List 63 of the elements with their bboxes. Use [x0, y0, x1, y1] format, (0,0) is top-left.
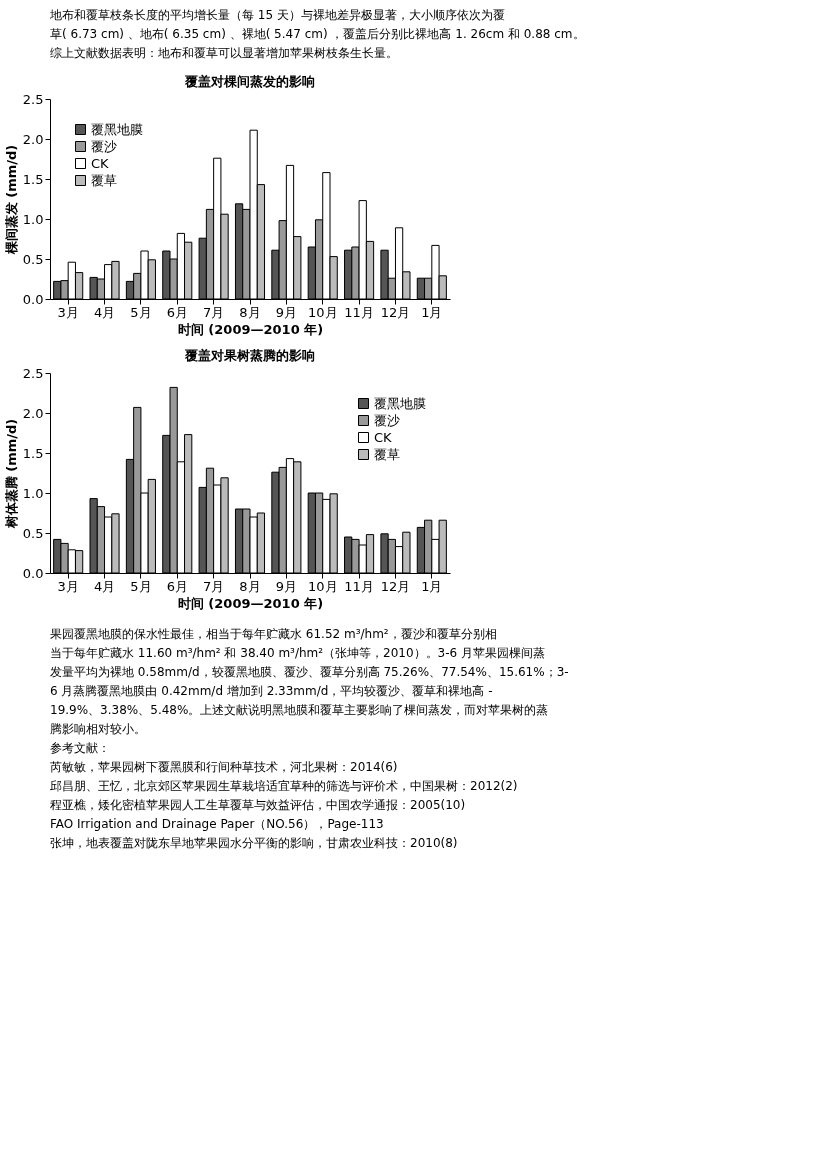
text: 综上文献数据表明：地布和覆草可以显著增加苹果树枝条生长量。: [50, 45, 398, 60]
chart-title: 覆盖对果树蒸腾的影响: [184, 348, 315, 363]
chart-title: 覆盖对棵间蒸发的影响: [184, 74, 315, 89]
y-tick-label: 2.5: [22, 365, 44, 381]
y-tick-label: 1.0: [22, 485, 44, 501]
y-tick-label: 2.0: [22, 405, 44, 421]
text: 程亚樵，矮化密植苹果园人工生草覆草与效益评估，中国农学通报：2005(10): [50, 797, 466, 812]
x-tick-label: 6月: [166, 578, 188, 594]
y-axis-title: 棵间蒸发 (mm/d): [3, 144, 19, 256]
text: 6 月蒸腾覆黑地膜由 0.42mm/d 增加到 2.33mm/d，平均较覆沙、覆草和裸地高 -: [50, 683, 493, 698]
text: 地布和覆草枝条长度的平均增长量（每 15 天）与裸地差异极显著，大小顺序依次为覆: [49, 7, 505, 22]
x-tick-label: 5月: [130, 304, 152, 320]
x-tick-label: 10月: [307, 578, 338, 594]
y-tick-label: 2.5: [22, 91, 44, 107]
text: 19.9%、3.38%、5.48%。上述文献说明黑地膜和覆草主要影响了棵间蒸发，而对苹果树的蒸: [50, 702, 549, 717]
x-tick-label: 4月: [93, 578, 116, 594]
x-axis-title: 时间 (2009—2010 年): [177, 321, 324, 337]
y-tick-label: 0.0: [22, 291, 44, 307]
y-tick-label: 0.5: [22, 251, 44, 267]
y-tick-label: 1.5: [22, 445, 44, 461]
text: FAO Irrigation and Drainage Paper（NO.56），Page-113: [50, 816, 384, 831]
x-tick-label: 9月: [275, 304, 297, 320]
x-tick-label: 8月: [239, 578, 261, 594]
text: 果园覆黑地膜的保水性最佳，相当于每年贮藏水 61.52 m³/hm²，覆沙和覆草分别相: [50, 626, 497, 641]
x-tick-label: 11月: [344, 578, 374, 594]
legend-label: 覆沙: [91, 138, 117, 154]
text: 芮敏敏，苹果园树下覆黑膜和行间种草技术，河北果树：2014(6): [50, 759, 398, 774]
y-tick-label: 0.5: [22, 525, 44, 541]
y-axis-title: 树体蒸腾 (mm/d): [3, 418, 19, 530]
x-tick-label: 9月: [275, 578, 297, 594]
x-tick-label: 5月: [130, 578, 152, 594]
x-tick-label: 7月: [203, 304, 225, 320]
legend-label: 覆沙: [374, 412, 400, 428]
y-tick-label: 1.5: [22, 171, 44, 187]
text: 发量平均为裸地 0.58mm/d，较覆黑地膜、覆沙、覆草分别高 75.26%、77.54%、15.61%；3-: [50, 664, 569, 679]
x-tick-label: 1月: [421, 578, 443, 594]
x-tick-label: 12月: [380, 304, 411, 320]
text: 草( 6.73 cm) 、地布( 6.35 cm) 、裸地( 5.47 cm) ，覆盖后分别比裸地高 1. 26cm 和 0.88 cm。: [50, 26, 585, 41]
x-tick-label: 3月: [57, 304, 79, 320]
x-tick-label: 4月: [93, 304, 116, 320]
y-tick-label: 2.0: [22, 131, 44, 147]
legend-label: CK: [374, 429, 393, 445]
legend-label: 覆黑地膜: [374, 395, 426, 411]
text: 邱昌朋、王忆，北京郊区苹果园生草栽培适宜草种的筛选与评价术，中国果树：2012(2): [50, 778, 518, 793]
x-tick-label: 7月: [203, 578, 225, 594]
legend-label: 覆黑地膜: [91, 121, 143, 137]
x-tick-label: 12月: [380, 578, 411, 594]
text: 当于每年贮藏水 11.60 m³/hm² 和 38.40 m³/hm²（张坤等，2010）。3-6 月苹果园棵间蒸: [50, 645, 546, 660]
text: 参考文献：: [50, 740, 110, 755]
legend-label: 覆草: [374, 446, 400, 462]
text: 腾影响相对较小。: [50, 721, 146, 736]
text: 张坤，地表覆盖对陇东旱地苹果园水分平衡的影响，甘肃农业科技：2010(8): [50, 835, 458, 850]
y-tick-label: 1.0: [22, 211, 44, 227]
legend-label: CK: [91, 155, 110, 171]
x-tick-label: 11月: [344, 304, 374, 320]
x-tick-label: 1月: [421, 304, 443, 320]
y-tick-label: 0.0: [22, 565, 44, 581]
x-tick-label: 10月: [307, 304, 338, 320]
x-axis-title: 时间 (2009—2010 年): [177, 595, 324, 611]
x-tick-label: 6月: [166, 304, 188, 320]
x-tick-label: 3月: [57, 578, 79, 594]
legend-label: 覆草: [91, 172, 117, 188]
x-tick-label: 8月: [239, 304, 261, 320]
